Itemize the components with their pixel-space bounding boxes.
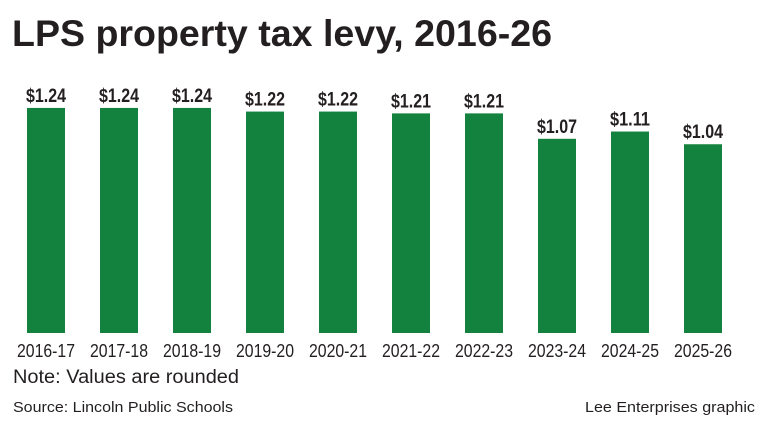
- x-tick-label: 2025-26: [674, 341, 732, 361]
- data-label-2018-19: $1.24: [172, 86, 212, 107]
- bar-2019-20: [246, 111, 284, 333]
- bar-2018-19: [173, 107, 211, 333]
- note-text: Note: Values are rounded: [13, 367, 239, 388]
- bar-2021-22: [392, 113, 430, 333]
- credit-text: Lee Enterprises graphic: [585, 399, 756, 416]
- bar-2023-24: [538, 138, 576, 333]
- data-label-2017-18: $1.24: [99, 86, 139, 107]
- data-label-2020-21: $1.22: [318, 90, 358, 111]
- data-label-2023-24: $1.07: [537, 117, 577, 138]
- x-tick-label: 2020-21: [309, 341, 367, 361]
- bars-group: $1.24 2016-17 $1.24 2017-18 $1.24 2018-19 $1.2…: [17, 86, 732, 361]
- data-label-2025-26: $1.04: [683, 122, 723, 143]
- x-tick-label: 2018-19: [163, 341, 221, 361]
- data-label-2022-23: $1.21: [464, 91, 504, 112]
- x-tick-label: 2023-24: [528, 341, 586, 361]
- bar-2017-18: [100, 107, 138, 333]
- bar-2024-25: [611, 131, 649, 333]
- x-tick-label: 2017-18: [90, 341, 148, 361]
- bar-2020-21: [319, 111, 357, 333]
- data-label-2019-20: $1.22: [245, 90, 285, 111]
- bar-2025-26: [684, 144, 722, 333]
- bar-2016-17: [27, 107, 65, 333]
- x-tick-label: 2019-20: [236, 341, 294, 361]
- source-text: Source: Lincoln Public Schools: [13, 399, 233, 416]
- data-label-2024-25: $1.11: [610, 110, 650, 131]
- x-tick-label: 2022-23: [455, 341, 513, 361]
- x-tick-label: 2024-25: [601, 341, 659, 361]
- chart-title: LPS property tax levy, 2016-26: [12, 13, 552, 54]
- x-tick-label: 2021-22: [382, 341, 440, 361]
- bar-2022-23: [465, 113, 503, 333]
- data-label-2021-22: $1.21: [391, 91, 431, 112]
- x-tick-label: 2016-17: [17, 341, 75, 361]
- data-label-2016-17: $1.24: [26, 86, 66, 107]
